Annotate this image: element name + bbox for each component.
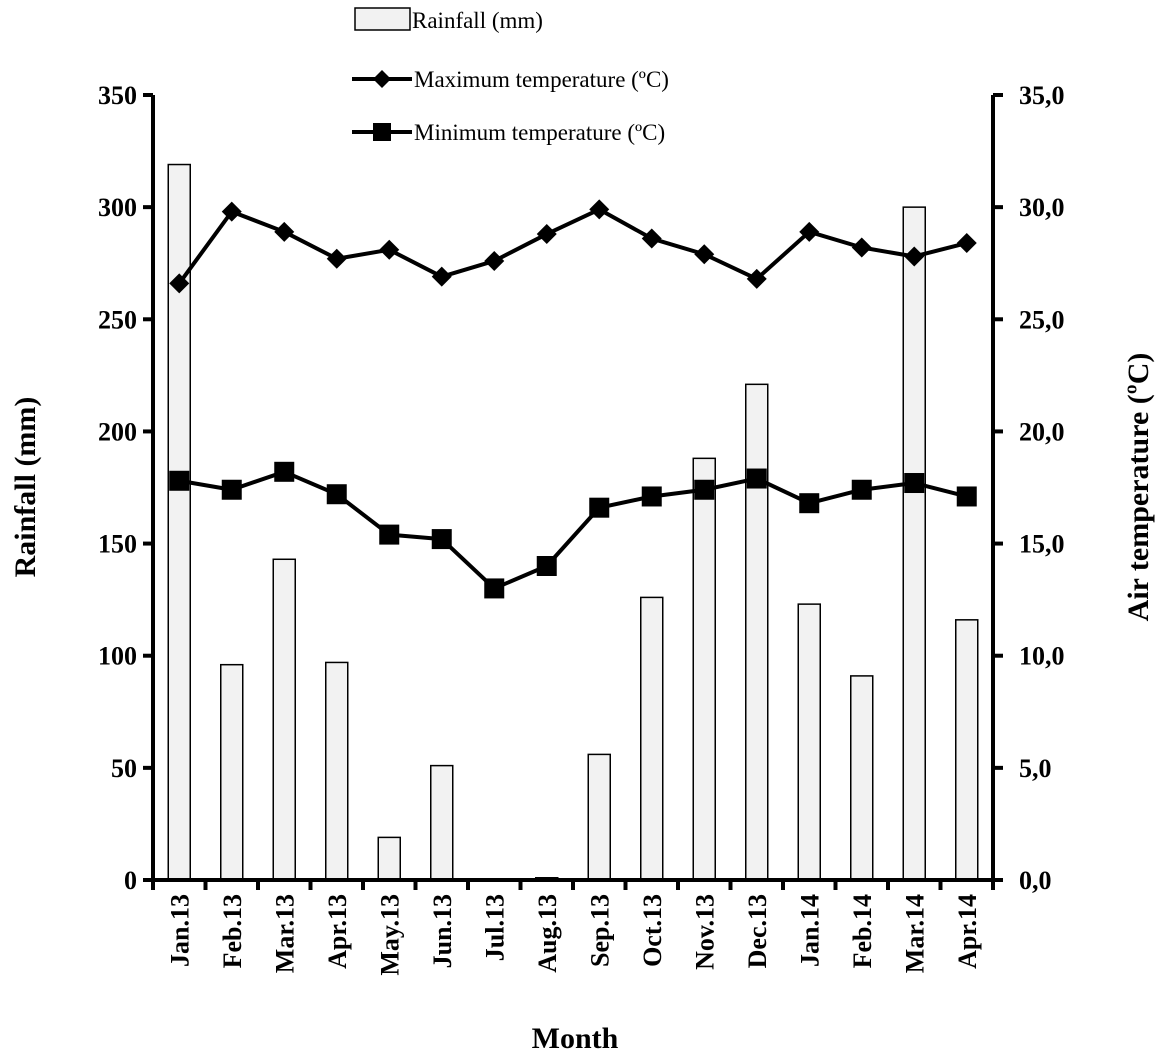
x-tick-label: Mar.13 (270, 894, 299, 973)
tick-labels: 0 0,0 50 5,0 100 10,0 150 15,0 200 20,0 250 25,0 300… (98, 81, 1065, 976)
y-right-tick-label: 30,0 (1019, 193, 1065, 222)
y-right-tick-label: 0,0 (1019, 866, 1052, 895)
max-temperature-point (956, 233, 977, 254)
min-temperature-point (484, 578, 505, 599)
x-tick-label: Aug.13 (533, 894, 562, 973)
x-tick-label: May.13 (375, 894, 404, 976)
x-tick-label: Feb.13 (218, 894, 247, 968)
max-temperature-point (274, 221, 295, 242)
y-left-tick-label: 350 (98, 81, 137, 110)
x-tick-label: Oct.13 (638, 894, 667, 967)
y-left-tick-label: 100 (98, 642, 137, 671)
max-temperature-point (221, 201, 242, 222)
max-temperature-point (169, 273, 190, 294)
min-temperature-line (178, 469, 968, 591)
x-axis-title: Month (532, 1022, 619, 1055)
max-temperature-point (536, 224, 557, 245)
min-temperature-point (169, 470, 190, 491)
y-right-tick-label: 15,0 (1019, 530, 1065, 559)
max-temperature-point (641, 228, 662, 249)
max-temperature-point (379, 239, 400, 260)
legend-min-label: Minimum temperature (ºC) (414, 120, 665, 145)
rainfall-bars (167, 163, 979, 882)
y-right-tick-label: 20,0 (1019, 417, 1065, 446)
y-left-tick-label: 200 (98, 417, 137, 446)
rainfall-bar (430, 764, 454, 881)
rainfall-bar (955, 619, 979, 881)
rainfall-bar (640, 596, 664, 881)
y-right-tick-label: 5,0 (1019, 754, 1052, 783)
x-tick-label: Nov.13 (690, 894, 719, 970)
rainfall-bar (692, 457, 716, 881)
x-tick-label: Jun.13 (428, 894, 457, 968)
y-right-tick-label: 35,0 (1019, 81, 1065, 110)
min-temperature-point (694, 479, 715, 500)
rainfall-bar (745, 383, 769, 881)
y-left-tick-label: 300 (98, 193, 137, 222)
x-tick-label: Jul.13 (480, 894, 509, 961)
max-temperature-point (589, 199, 610, 220)
max-temperature-line (177, 207, 968, 285)
y-axis-left-title: Rainfall (mm) (9, 397, 42, 578)
y-left-tick-label: 150 (98, 530, 137, 559)
axes (143, 93, 1003, 890)
y-left-tick-label: 50 (111, 754, 137, 783)
min-temperature-point (746, 468, 767, 489)
y-axis-right-title: Air temperature (ºC) (1122, 353, 1155, 622)
min-temperature-point (851, 479, 872, 500)
y-left-tick-label: 250 (98, 305, 137, 334)
max-temperature-point (431, 266, 452, 287)
max-temperature-point (326, 248, 347, 269)
legend-rainfall-label: Rainfall (mm) (412, 8, 543, 33)
x-tick-label: Jan.14 (795, 894, 824, 967)
min-temperature-point (274, 461, 295, 482)
temperature-lines (169, 199, 977, 599)
min-temperature-point (431, 529, 452, 550)
legend: Rainfall (mm) Maximum temperature (ºC) M… (352, 7, 669, 145)
rainfall-bar (587, 753, 611, 881)
y-right-tick-label: 10,0 (1019, 642, 1065, 671)
min-temperature-point (536, 556, 557, 576)
max-temperature-point (694, 244, 715, 265)
legend-min-square-marker (373, 123, 391, 141)
x-tick-label: Sep.13 (585, 894, 614, 967)
x-tick-label: Mar.14 (900, 894, 929, 973)
max-temperature-point (746, 268, 767, 289)
min-temperature-point (956, 486, 977, 507)
max-temperature-point (851, 237, 872, 258)
max-temperature-point (904, 246, 925, 267)
rainfall-bar (797, 603, 821, 881)
rainfall-bar (902, 206, 926, 881)
legend-max-label: Maximum temperature (ºC) (414, 67, 669, 92)
x-tick-label: Jan.13 (165, 894, 194, 967)
min-temperature-point (799, 493, 820, 514)
y-left-tick-label: 0 (124, 866, 137, 895)
min-temperature-point (379, 524, 400, 545)
rainfall-bar (377, 836, 401, 881)
rainfall-bar (272, 558, 296, 881)
rainfall-bar (850, 675, 874, 881)
min-temperature-point (904, 473, 925, 494)
min-temperature-point (326, 484, 347, 505)
max-temperature-point (799, 221, 820, 242)
y-right-tick-label: 25,0 (1019, 305, 1065, 334)
rainfall-bar (325, 661, 349, 881)
legend-rainfall-swatch (354, 7, 411, 31)
min-temperature-point (221, 479, 242, 500)
max-temperature-point (484, 250, 505, 271)
x-tick-label: Feb.14 (848, 894, 877, 968)
rainfall-bar (220, 663, 244, 881)
min-temperature-point (641, 486, 662, 507)
x-tick-label: Apr.13 (323, 894, 352, 969)
x-tick-label: Apr.14 (953, 894, 982, 969)
x-tick-label: Dec.13 (743, 894, 772, 968)
min-temperature-point (589, 497, 610, 518)
legend-max-diamond-marker (373, 70, 391, 88)
